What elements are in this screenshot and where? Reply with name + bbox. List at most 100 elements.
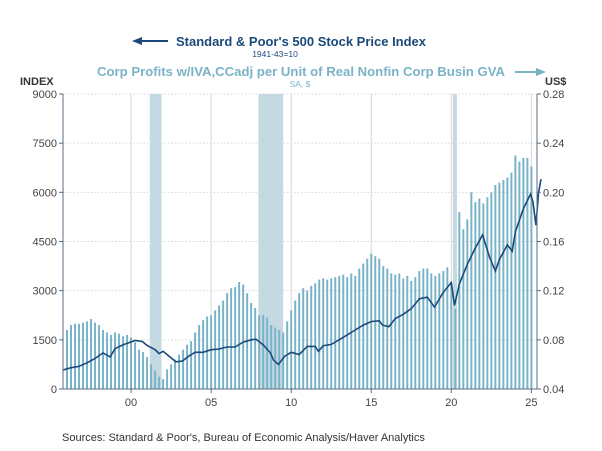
recession-band: [149, 94, 162, 389]
profit-bar: [70, 325, 73, 389]
profit-bar: [350, 273, 353, 389]
profit-bar: [226, 293, 229, 389]
profit-bar: [318, 279, 321, 389]
profit-bar: [182, 349, 185, 389]
profit-bar: [434, 275, 437, 389]
profit-bar: [486, 197, 489, 389]
profit-bar: [74, 323, 77, 389]
subtitle-left: 1941-43=10: [252, 49, 298, 59]
profit-bar: [494, 184, 497, 389]
profit-bar: [194, 332, 197, 389]
profit-bar: [98, 325, 101, 389]
right-tick-label: 0.28: [543, 89, 564, 101]
profit-bar: [302, 288, 305, 389]
profit-bar: [210, 315, 213, 389]
x-tick-label: 10: [285, 397, 297, 409]
profit-bar: [322, 278, 325, 389]
x-tick-label: 25: [525, 397, 537, 409]
profit-bar: [382, 266, 385, 389]
profit-bar: [82, 322, 85, 389]
profit-bar: [266, 317, 269, 389]
left-tick-label: 3000: [33, 286, 57, 298]
profit-bar: [282, 332, 285, 389]
profit-bar: [466, 219, 469, 389]
profit-bar: [438, 273, 441, 389]
profit-bar: [478, 198, 481, 389]
profit-bar: [242, 284, 245, 389]
profit-bar: [386, 268, 389, 389]
profit-bar: [238, 282, 241, 389]
profit-bar: [110, 334, 113, 389]
right-tick-label: 0.04: [543, 384, 564, 396]
right-tick-label: 0.12: [543, 286, 564, 298]
profit-bar: [178, 354, 181, 389]
profit-bar: [426, 268, 429, 389]
profit-bar: [518, 161, 521, 389]
profit-bar: [418, 271, 421, 389]
profit-bar: [106, 332, 109, 389]
left-tick-label: 0: [51, 384, 57, 396]
profit-bar: [398, 273, 401, 389]
left-tick-label: 6000: [33, 187, 57, 199]
title-left: Standard & Poor's 500 Stock Price Index: [176, 34, 427, 49]
profit-bar: [150, 364, 153, 389]
profit-bar: [450, 283, 453, 389]
profit-bar: [78, 323, 81, 389]
profit-bar: [326, 279, 329, 389]
profit-bar: [378, 258, 381, 389]
profit-bar: [122, 336, 125, 389]
profit-bar: [86, 321, 89, 389]
profit-bar: [294, 300, 297, 389]
profit-bar: [474, 202, 477, 389]
profit-bar: [190, 341, 193, 389]
profit-bar: [354, 275, 357, 389]
subtitle-right: SA, $: [290, 79, 311, 89]
profit-bar: [514, 155, 517, 389]
left-tick-label: 9000: [33, 89, 57, 101]
right-arrow-head: [536, 68, 546, 76]
profit-bar: [442, 271, 445, 389]
profit-bar: [186, 344, 189, 389]
profit-bar: [270, 325, 273, 389]
profit-bar: [166, 369, 169, 389]
profit-bar: [142, 352, 145, 389]
profit-bar: [338, 275, 341, 389]
profit-bar: [446, 267, 449, 389]
profit-bar: [90, 318, 93, 389]
profit-bar: [118, 333, 121, 389]
profit-bar: [250, 302, 253, 389]
profit-bar: [470, 192, 473, 389]
profit-bar: [206, 316, 209, 389]
profit-bar: [402, 278, 405, 389]
profit-bar: [278, 330, 281, 389]
profit-bar: [310, 285, 313, 389]
profit-bar: [522, 157, 525, 389]
profit-bar: [510, 172, 513, 389]
profit-bar: [154, 370, 157, 389]
profit-bar: [342, 274, 345, 389]
profit-bar: [158, 376, 161, 389]
profit-bar: [462, 229, 465, 389]
profit-bar: [422, 268, 425, 389]
profit-bar: [374, 256, 377, 389]
profit-bar: [134, 342, 137, 389]
profit-bar: [94, 322, 97, 389]
profit-bar: [254, 307, 257, 389]
profit-bar: [230, 288, 233, 389]
profit-bar: [198, 325, 201, 389]
right-tick-label: 0.16: [543, 237, 564, 249]
recession-band: [452, 94, 457, 389]
profit-bar: [146, 357, 149, 389]
profit-bar: [390, 273, 393, 389]
profit-bar: [358, 268, 361, 389]
x-tick-label: 20: [445, 397, 457, 409]
x-tick-label: 00: [125, 397, 137, 409]
sp500-line: [62, 179, 542, 371]
profit-bar: [274, 327, 277, 389]
profit-bar: [314, 283, 317, 389]
profit-bar: [502, 180, 505, 389]
profit-bar: [430, 273, 433, 389]
profit-bar: [330, 278, 333, 389]
profit-bar: [138, 349, 141, 389]
